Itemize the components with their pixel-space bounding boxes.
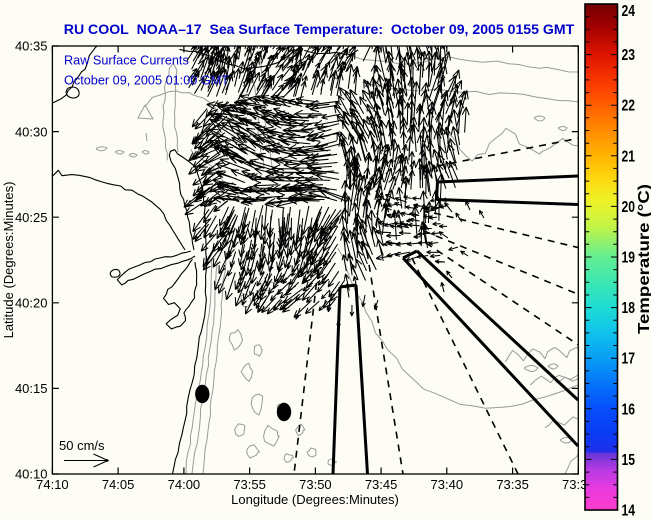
svg-text:20: 20 xyxy=(622,199,636,216)
svg-text:50 cm/s: 50 cm/s xyxy=(59,438,105,453)
svg-text:40:15: 40:15 xyxy=(15,381,48,396)
svg-text:74:05: 74:05 xyxy=(102,477,135,492)
svg-text:16: 16 xyxy=(622,401,636,418)
svg-text:Latitude (Degrees:Minutes): Latitude (Degrees:Minutes) xyxy=(1,182,16,339)
svg-text:18: 18 xyxy=(622,300,636,317)
svg-text:40:25: 40:25 xyxy=(15,210,48,225)
svg-text:17: 17 xyxy=(622,351,636,368)
svg-text:73:55: 73:55 xyxy=(233,477,266,492)
svg-text:40:10: 40:10 xyxy=(15,467,48,482)
svg-text:21: 21 xyxy=(622,148,636,165)
svg-text:23: 23 xyxy=(622,47,636,64)
svg-text:73:45: 73:45 xyxy=(365,477,398,492)
svg-text:RU COOL NOAA–17 Sea Surface: RU COOL NOAA–17 Sea Surface Temperature:… xyxy=(64,21,575,37)
svg-text:73:40: 73:40 xyxy=(431,477,464,492)
svg-text:19: 19 xyxy=(622,250,636,267)
svg-text:74:00: 74:00 xyxy=(168,477,201,492)
svg-text:24: 24 xyxy=(622,3,636,20)
svg-text:Longitude (Degrees:Minutes): Longitude (Degrees:Minutes) xyxy=(231,492,399,507)
svg-text:73:50: 73:50 xyxy=(299,477,332,492)
svg-text:14: 14 xyxy=(622,503,636,519)
svg-text:Raw Surface Currents: Raw Surface Currents xyxy=(64,54,189,68)
svg-text:15: 15 xyxy=(622,452,636,469)
svg-text:74:10: 74:10 xyxy=(36,477,69,492)
svg-text:73:35: 73:35 xyxy=(496,477,529,492)
svg-text:October 09, 2005 01:00 GMT: October 09, 2005 01:00 GMT xyxy=(64,74,229,88)
svg-text:Temperature (°C): Temperature (°C) xyxy=(636,184,651,334)
svg-text:22: 22 xyxy=(622,98,636,115)
svg-text:40:30: 40:30 xyxy=(15,124,48,139)
svg-text:40:35: 40:35 xyxy=(15,39,48,54)
svg-text:40:20: 40:20 xyxy=(15,296,48,311)
